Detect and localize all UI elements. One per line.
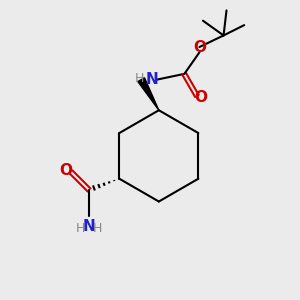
Text: N: N — [82, 219, 95, 234]
Text: H: H — [76, 222, 85, 235]
Text: O: O — [195, 90, 208, 105]
Text: O: O — [193, 40, 206, 55]
Text: N: N — [146, 72, 159, 87]
Text: H: H — [135, 72, 144, 85]
Text: H: H — [92, 222, 102, 235]
Text: O: O — [59, 163, 72, 178]
Polygon shape — [138, 78, 159, 110]
